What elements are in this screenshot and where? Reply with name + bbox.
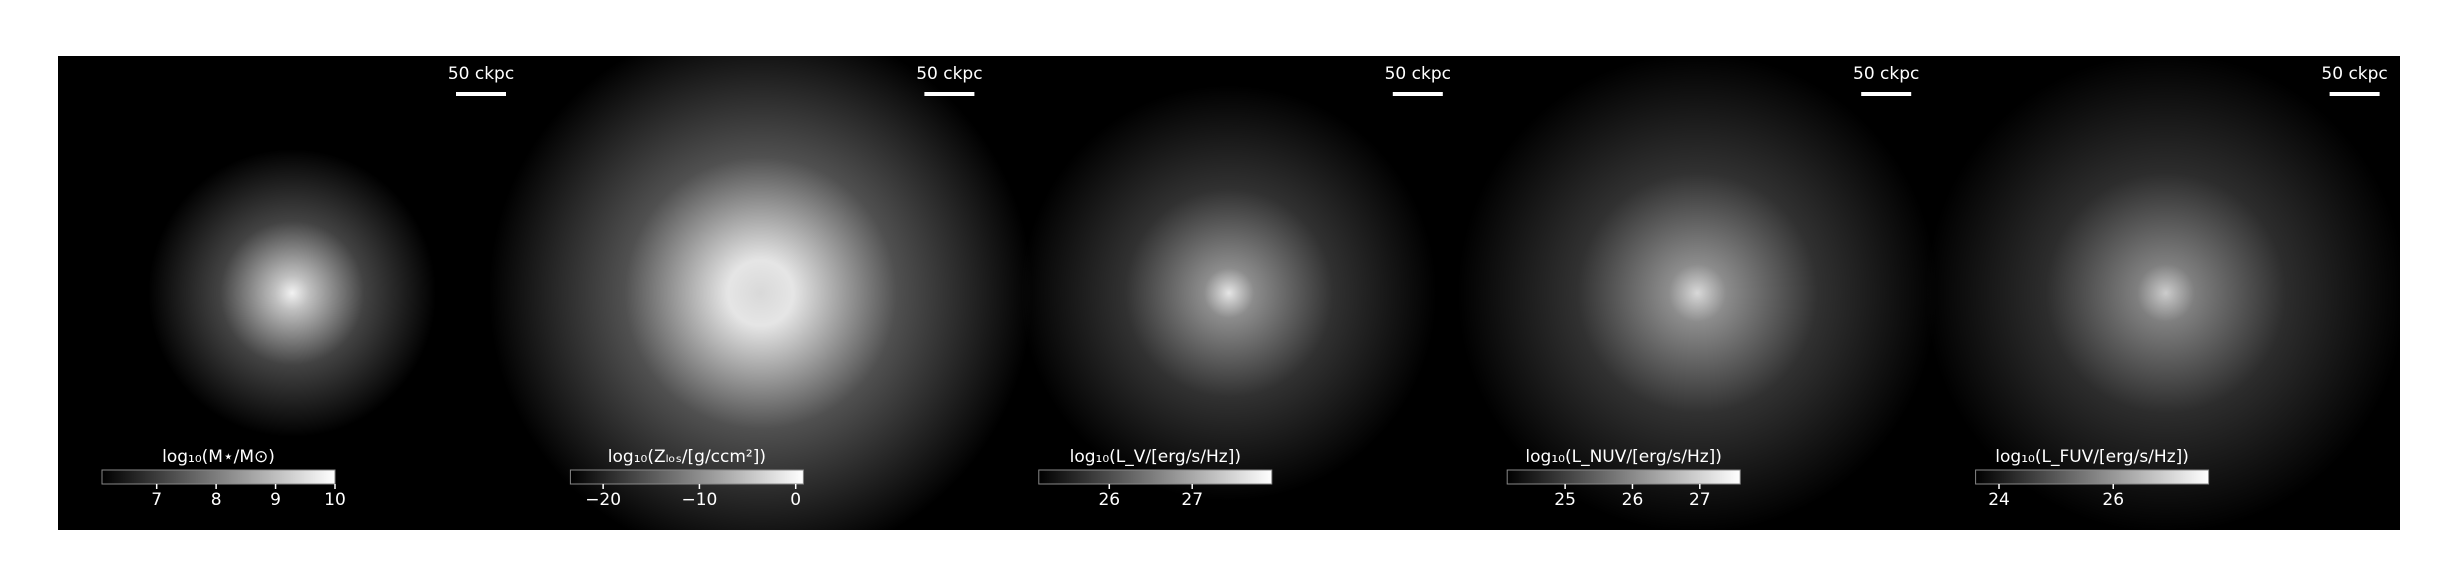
colorbar-tick-label: 27 — [1181, 490, 1203, 510]
colorbar-tick-label: −20 — [585, 490, 621, 510]
colorbar-label: log₁₀(L_NUV/[erg/s/Hz]) — [1525, 447, 1722, 467]
colorbar-tick-label: 10 — [324, 490, 346, 510]
colorbar — [1975, 469, 2210, 485]
colorbar-tick-label: 8 — [211, 490, 222, 510]
galaxy-image — [1925, 53, 2406, 533]
scale-bar-label: 50 ckpc — [448, 64, 514, 84]
colorbar-label: log₁₀(L_V/[erg/s/Hz]) — [1070, 447, 1241, 467]
scale-bar-label: 50 ckpc — [2321, 64, 2387, 84]
colorbar-tick-label: 26 — [1098, 490, 1120, 510]
colorbar-tick-label: 26 — [1622, 490, 1644, 510]
galaxy-image — [148, 149, 437, 437]
colorbar — [1506, 469, 1741, 485]
colorbar-tick-label: −10 — [681, 490, 717, 510]
colorbar-label: log₁₀(M⋆/M⊙) — [162, 447, 275, 467]
scale-bar-label: 50 ckpc — [916, 64, 982, 84]
scale-bar-label: 50 ckpc — [1853, 64, 1919, 84]
galaxy-image — [1457, 53, 1938, 533]
colorbar — [569, 469, 804, 485]
colorbar-tick-label: 26 — [2102, 490, 2124, 510]
colorbar-tick-label: 25 — [1554, 490, 1576, 510]
colorbar-tick-label: 24 — [1988, 490, 2010, 510]
galaxy-image — [1021, 85, 1437, 501]
colorbar-tick-label: 27 — [1689, 490, 1711, 510]
colorbar-tick-label: 0 — [790, 490, 801, 510]
colorbar-tick-label: 9 — [270, 490, 281, 510]
galaxy-image — [488, 21, 1033, 565]
colorbar — [101, 469, 336, 485]
scale-bar-label: 50 ckpc — [1385, 64, 1451, 84]
colorbar-label: log₁₀(Zₗₒₛ/[g/ccm²]) — [608, 447, 766, 467]
colorbar-tick-label: 7 — [151, 490, 162, 510]
colorbar — [1038, 469, 1273, 485]
colorbar-label: log₁₀(L_FUV/[erg/s/Hz]) — [1995, 447, 2189, 467]
